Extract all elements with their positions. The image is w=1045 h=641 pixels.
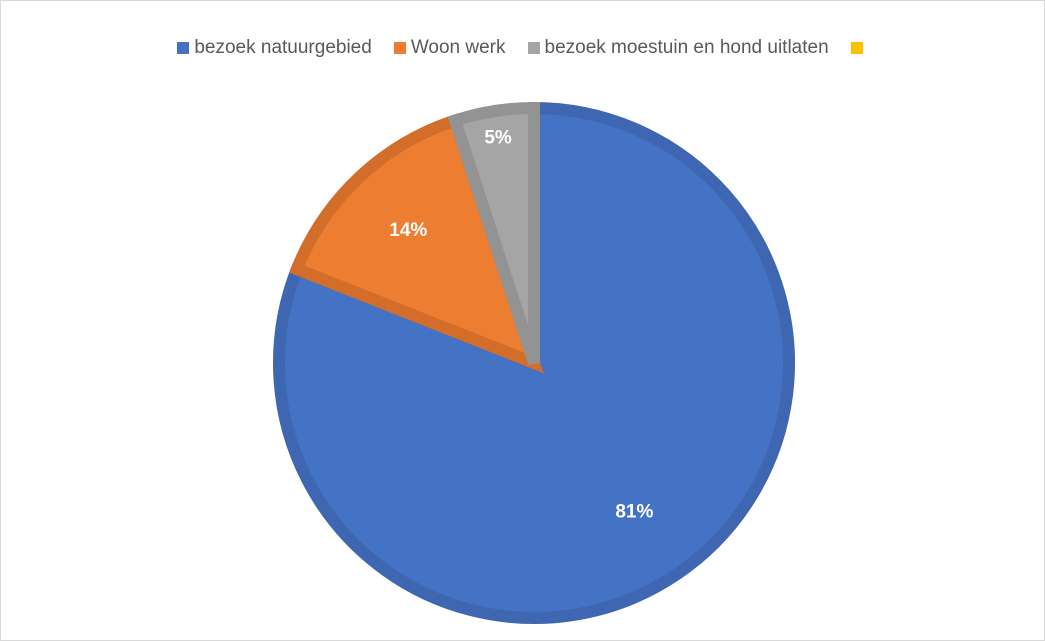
legend-item-bezoek-moestuin: bezoek moestuin en hond uitlaten — [527, 37, 829, 59]
legend-label-bezoek-natuurgebied: bezoek natuurgebied — [194, 37, 372, 58]
legend-swatch-bezoek-natuurgebied — [177, 42, 190, 54]
legend-label-woon-werk: Woon werk — [410, 37, 506, 58]
pie-data-labels: 81% 14% 5% — [389, 127, 653, 522]
pie-slice-bezoek-moestuin — [447, 101, 540, 365]
legend-item-woon-werk: Woon werk — [393, 37, 506, 59]
legend-swatch-unnamed — [850, 42, 863, 54]
legend-swatch-woon-werk — [393, 42, 406, 54]
pie-slices — [273, 101, 795, 624]
legend-swatch-bezoek-moestuin — [527, 42, 540, 54]
data-label-woon-werk: 14% — [389, 220, 427, 241]
data-label-bezoek-natuurgebied: 81% — [615, 502, 653, 523]
chart-legend: bezoek natuurgebied Woon werk bezoek moe… — [1, 37, 1044, 59]
legend-item-unnamed — [850, 42, 868, 54]
data-label-bezoek-moestuin: 5% — [484, 127, 512, 148]
legend-label-bezoek-moestuin: bezoek moestuin en hond uitlaten — [544, 37, 829, 58]
legend-item-bezoek-natuurgebied: bezoek natuurgebied — [177, 37, 372, 59]
